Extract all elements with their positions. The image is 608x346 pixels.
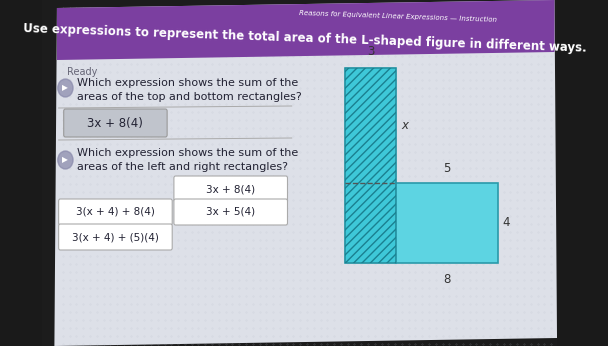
- Text: x: x: [401, 119, 408, 132]
- Text: Ready: Ready: [67, 67, 97, 77]
- Polygon shape: [42, 0, 557, 346]
- Text: ▶: ▶: [63, 83, 68, 92]
- Bar: [345, 68, 396, 263]
- Text: 8: 8: [443, 273, 451, 286]
- FancyBboxPatch shape: [174, 176, 288, 202]
- Text: ▶: ▶: [63, 155, 68, 164]
- Text: Which expression shows the sum of the
areas of the top and bottom rectangles?: Which expression shows the sum of the ar…: [77, 78, 302, 102]
- Bar: [345, 68, 396, 263]
- Text: 3x + 8(4): 3x + 8(4): [206, 184, 255, 194]
- Text: Use expressions to represent the total area of the L-shaped figure in different : Use expressions to represent the total a…: [22, 22, 586, 55]
- Circle shape: [58, 151, 73, 169]
- Circle shape: [58, 79, 73, 97]
- Text: 3x + 5(4): 3x + 5(4): [206, 207, 255, 217]
- Text: 3x + 8(4): 3x + 8(4): [88, 117, 143, 129]
- Text: 3: 3: [367, 45, 375, 58]
- FancyBboxPatch shape: [64, 109, 167, 137]
- Polygon shape: [54, 0, 557, 346]
- FancyBboxPatch shape: [58, 224, 172, 250]
- Text: Reasons for Equivalent Linear Expressions — Instruction: Reasons for Equivalent Linear Expression…: [299, 10, 497, 23]
- Polygon shape: [57, 0, 554, 60]
- FancyBboxPatch shape: [58, 199, 172, 225]
- Text: 3(x + 4) + 8(4): 3(x + 4) + 8(4): [76, 207, 155, 217]
- Bar: [396, 183, 498, 263]
- Text: 5: 5: [443, 162, 451, 175]
- Text: 4: 4: [503, 217, 510, 229]
- Text: 3(x + 4) + (5)(4): 3(x + 4) + (5)(4): [72, 232, 159, 242]
- Text: Which expression shows the sum of the
areas of the left and right rectangles?: Which expression shows the sum of the ar…: [77, 148, 299, 172]
- FancyBboxPatch shape: [174, 199, 288, 225]
